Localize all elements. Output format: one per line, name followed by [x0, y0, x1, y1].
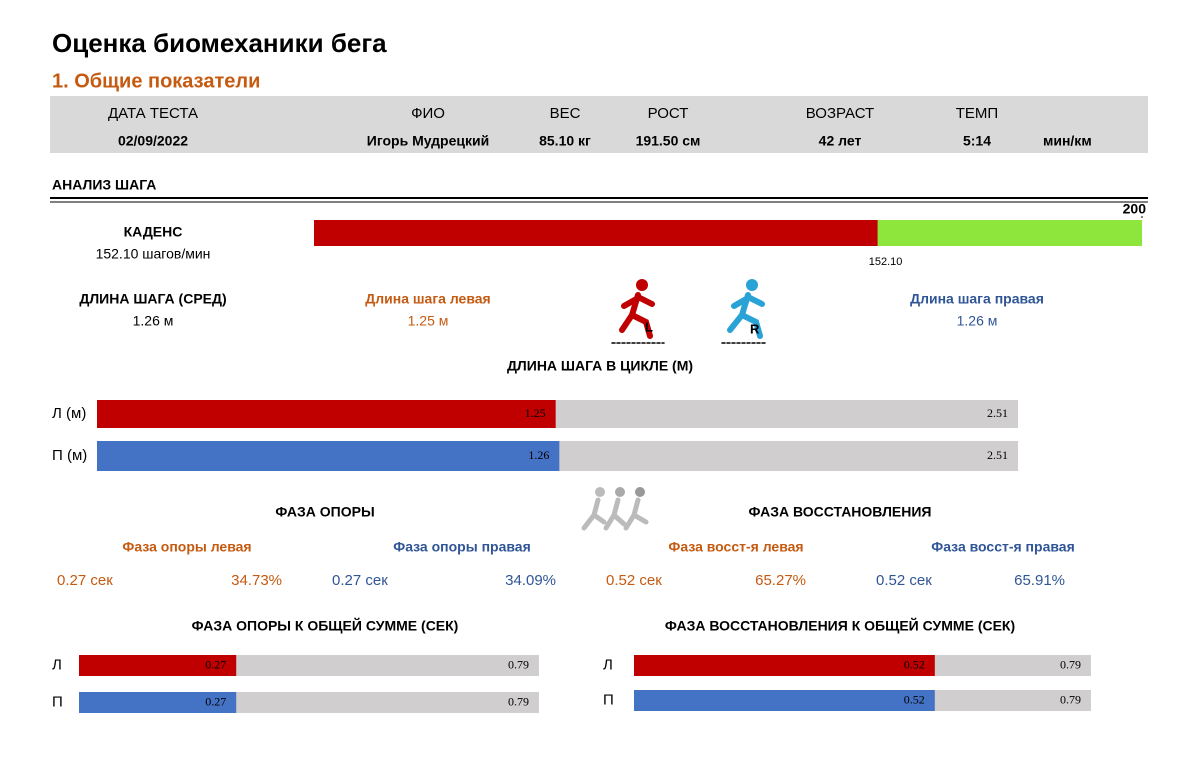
category-label: П (м) — [52, 447, 87, 464]
phase-right-label: Фаза опоры правая — [393, 539, 530, 555]
phase-left-pct: 34.73% — [231, 572, 282, 589]
phase-right-pct: 34.09% — [505, 572, 556, 589]
gait-icon — [581, 487, 649, 531]
value-label: 0.52 — [904, 657, 925, 671]
value-label: 0.52 — [904, 692, 925, 706]
runner-right-icon — [721, 279, 767, 344]
category-label: Л — [52, 656, 62, 673]
bar — [79, 655, 237, 676]
phase-left-label: Фаза опоры левая — [122, 539, 251, 555]
section-heading: АНАЛИЗ ШАГА — [52, 177, 156, 193]
total-label: 2.51 — [987, 448, 1008, 462]
category-label: П — [52, 693, 63, 710]
chart-title: ФАЗА ВОССТАНОВЛЕНИЯ К ОБЩЕЙ СУММЕ (СЕК) — [665, 617, 1015, 634]
phase-right-label: Фаза восст-я правая — [931, 539, 1074, 555]
bar — [97, 441, 560, 471]
stride-right-label: Длина шага правая — [910, 291, 1044, 307]
phase-left-time: 0.27 сек — [57, 572, 113, 589]
stride-left-value: 1.25 м — [408, 313, 449, 329]
stride-left-label: Длина шага левая — [365, 291, 490, 307]
info-label: ДАТА ТЕСТА — [108, 105, 198, 122]
icon-letter: R — [750, 321, 760, 336]
phase-left-pct: 65.27% — [755, 572, 806, 589]
bar — [97, 400, 556, 428]
stride-avg-value: 1.26 м — [133, 313, 174, 329]
info-value: 191.50 см — [636, 133, 701, 149]
category-label: Л (м) — [52, 405, 86, 422]
bar — [634, 690, 935, 711]
info-value: 42 лет — [819, 133, 862, 149]
bar — [314, 220, 878, 246]
section-title: 1. Общие показатели — [52, 70, 260, 92]
title: Оценка биомеханики бега — [52, 28, 387, 58]
total-label: 2.51 — [987, 406, 1008, 420]
info-value: 5:14 — [963, 133, 991, 149]
phase-left-label: Фаза восст-я левая — [668, 539, 803, 555]
info-value: 02/09/2022 — [118, 133, 188, 149]
chart-title: ДЛИНА ШАГА В ЦИКЛЕ (М) — [507, 358, 693, 374]
cadence-value: 152.10 шагов/мин — [96, 246, 211, 262]
phase-title: ФАЗА ВОССТАНОВЛЕНИЯ — [749, 504, 932, 520]
value-label: 1.25 — [525, 406, 546, 420]
info-label: РОСТ — [648, 105, 689, 122]
stride-avg-label: ДЛИНА ШАГА (СРЕД) — [79, 291, 226, 307]
info-label: ТЕМП — [956, 105, 998, 122]
total-label: 0.79 — [1060, 692, 1081, 706]
info-label: ФИО — [411, 105, 445, 122]
chart-title: ФАЗА ОПОРЫ К ОБЩЕЙ СУММЕ (СЕК) — [192, 617, 459, 634]
phase-right-time: 0.27 сек — [332, 572, 388, 589]
total-label: 0.79 — [508, 657, 529, 671]
total-label: 0.79 — [1060, 657, 1081, 671]
category-label: П — [603, 691, 614, 708]
phase-right-time: 0.52 сек — [876, 572, 932, 589]
info-value: Игорь Мудрецкий — [367, 133, 489, 149]
info-label: ВОЗРАСТ — [806, 105, 874, 122]
bar — [634, 655, 935, 676]
info-label: ВЕС — [550, 105, 581, 122]
bar — [79, 692, 237, 713]
category-label: Л — [603, 656, 613, 673]
value-label: 0.27 — [205, 694, 226, 708]
phase-left-time: 0.52 сек — [606, 572, 662, 589]
value-label: 1.26 — [528, 448, 549, 462]
value-label: 0.27 — [205, 657, 226, 671]
stride-right-value: 1.26 м — [957, 313, 998, 329]
cadence-label: КАДЕНС — [124, 224, 183, 240]
phase-right-pct: 65.91% — [1014, 572, 1065, 589]
runner-left-icon — [611, 279, 665, 344]
total-label: 0.79 — [508, 694, 529, 708]
pace-unit: мин/км — [1043, 133, 1092, 149]
icon-letter: L — [645, 319, 653, 334]
x-tick-label: 200 — [1123, 201, 1147, 217]
value-label: 152.10 — [869, 256, 903, 268]
info-band — [50, 96, 1148, 153]
phase-title: ФАЗА ОПОРЫ — [275, 504, 374, 520]
info-value: 85.10 кг — [539, 133, 591, 149]
